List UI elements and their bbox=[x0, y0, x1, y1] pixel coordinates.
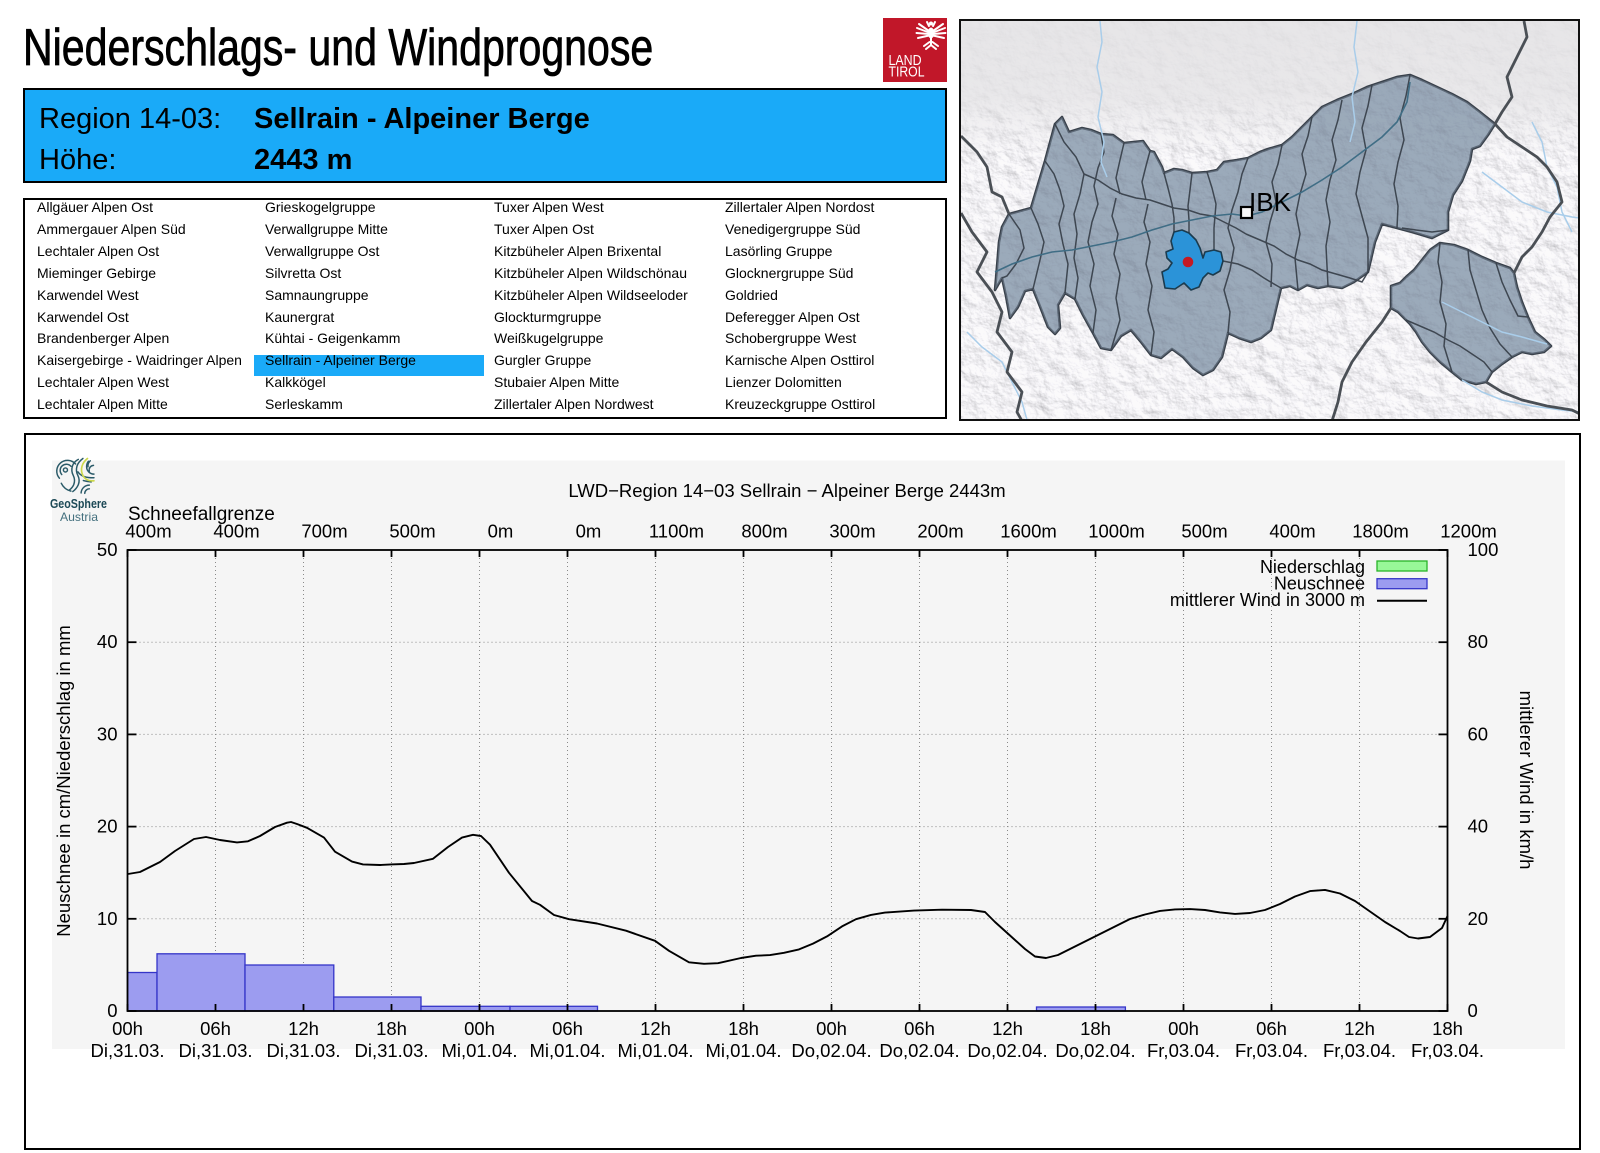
svg-text:700m: 700m bbox=[301, 521, 347, 542]
svg-text:500m: 500m bbox=[1181, 521, 1227, 542]
svg-text:Fr,03.04.: Fr,03.04. bbox=[1147, 1040, 1220, 1061]
svg-text:IBK: IBK bbox=[1249, 187, 1292, 217]
svg-text:400m: 400m bbox=[125, 521, 171, 542]
svg-text:Neuschnee: Neuschnee bbox=[1274, 574, 1365, 594]
svg-text:Mi,01.04.: Mi,01.04. bbox=[441, 1040, 517, 1061]
svg-text:Fr,03.04.: Fr,03.04. bbox=[1411, 1040, 1484, 1061]
svg-text:0: 0 bbox=[1468, 1000, 1478, 1021]
svg-text:18h: 18h bbox=[728, 1018, 759, 1039]
svg-text:mittlerer Wind in km/h: mittlerer Wind in km/h bbox=[1516, 691, 1537, 870]
svg-text:18h: 18h bbox=[1432, 1018, 1463, 1039]
svg-text:200m: 200m bbox=[917, 521, 963, 542]
svg-text:Di,31.03.: Di,31.03. bbox=[178, 1040, 252, 1061]
svg-text:10: 10 bbox=[97, 908, 118, 929]
svg-text:GeoSphere: GeoSphere bbox=[50, 496, 107, 511]
svg-text:0m: 0m bbox=[576, 521, 602, 542]
svg-text:Mi,01.04.: Mi,01.04. bbox=[529, 1040, 605, 1061]
svg-text:40: 40 bbox=[97, 631, 118, 652]
svg-text:Do,02.04.: Do,02.04. bbox=[879, 1040, 959, 1061]
svg-text:12h: 12h bbox=[640, 1018, 671, 1039]
svg-text:Fr,03.04.: Fr,03.04. bbox=[1323, 1040, 1396, 1061]
svg-text:00h: 00h bbox=[1168, 1018, 1199, 1039]
svg-text:30: 30 bbox=[97, 723, 118, 744]
svg-text:06h: 06h bbox=[904, 1018, 935, 1039]
svg-text:06h: 06h bbox=[552, 1018, 583, 1039]
svg-text:1200m: 1200m bbox=[1440, 521, 1497, 542]
svg-text:18h: 18h bbox=[376, 1018, 407, 1039]
svg-text:Mi,01.04.: Mi,01.04. bbox=[617, 1040, 693, 1061]
svg-text:06h: 06h bbox=[200, 1018, 231, 1039]
svg-text:300m: 300m bbox=[829, 521, 875, 542]
svg-text:00h: 00h bbox=[112, 1018, 143, 1039]
svg-text:Di,31.03.: Di,31.03. bbox=[354, 1040, 428, 1061]
svg-text:12h: 12h bbox=[992, 1018, 1023, 1039]
svg-text:1000m: 1000m bbox=[1088, 521, 1145, 542]
svg-text:Niederschlag: Niederschlag bbox=[1260, 557, 1365, 577]
svg-text:Mi,01.04.: Mi,01.04. bbox=[705, 1040, 781, 1061]
svg-text:00h: 00h bbox=[464, 1018, 495, 1039]
svg-text:Schneefallgrenze: Schneefallgrenze bbox=[128, 504, 275, 525]
svg-text:18h: 18h bbox=[1080, 1018, 1111, 1039]
svg-text:100: 100 bbox=[1468, 539, 1499, 560]
svg-text:60: 60 bbox=[1468, 723, 1489, 744]
svg-text:12h: 12h bbox=[288, 1018, 319, 1039]
svg-text:06h: 06h bbox=[1256, 1018, 1287, 1039]
svg-text:LWD−Region 14−03 Sellrain − Al: LWD−Region 14−03 Sellrain − Alpeiner Ber… bbox=[568, 480, 1005, 501]
svg-text:TIROL: TIROL bbox=[889, 64, 925, 81]
svg-text:400m: 400m bbox=[213, 521, 259, 542]
svg-text:800m: 800m bbox=[741, 521, 787, 542]
svg-text:0m: 0m bbox=[488, 521, 514, 542]
svg-text:400m: 400m bbox=[1269, 521, 1315, 542]
svg-text:Do,02.04.: Do,02.04. bbox=[1055, 1040, 1135, 1061]
svg-text:20: 20 bbox=[1468, 908, 1489, 929]
svg-text:Di,31.03.: Di,31.03. bbox=[266, 1040, 340, 1061]
svg-text:50: 50 bbox=[97, 539, 118, 560]
svg-text:Di,31.03.: Di,31.03. bbox=[90, 1040, 164, 1061]
svg-text:500m: 500m bbox=[389, 521, 435, 542]
svg-text:Fr,03.04.: Fr,03.04. bbox=[1235, 1040, 1308, 1061]
svg-text:00h: 00h bbox=[816, 1018, 847, 1039]
svg-text:0: 0 bbox=[107, 1000, 117, 1021]
svg-text:Neuschnee in cm/Niederschlag i: Neuschnee in cm/Niederschlag in mm bbox=[53, 625, 74, 937]
svg-text:80: 80 bbox=[1468, 631, 1489, 652]
svg-text:1100m: 1100m bbox=[649, 521, 704, 542]
svg-text:LAND: LAND bbox=[889, 52, 922, 69]
svg-text:1800m: 1800m bbox=[1352, 521, 1409, 542]
svg-text:1600m: 1600m bbox=[1000, 521, 1057, 542]
svg-text:mittlerer Wind in 3000 m: mittlerer Wind in 3000 m bbox=[1170, 590, 1365, 610]
svg-text:20: 20 bbox=[97, 816, 118, 837]
svg-text:12h: 12h bbox=[1344, 1018, 1375, 1039]
svg-text:40: 40 bbox=[1468, 816, 1489, 837]
svg-text:Do,02.04.: Do,02.04. bbox=[967, 1040, 1047, 1061]
svg-text:Do,02.04.: Do,02.04. bbox=[791, 1040, 871, 1061]
svg-text:Austria: Austria bbox=[60, 510, 98, 524]
